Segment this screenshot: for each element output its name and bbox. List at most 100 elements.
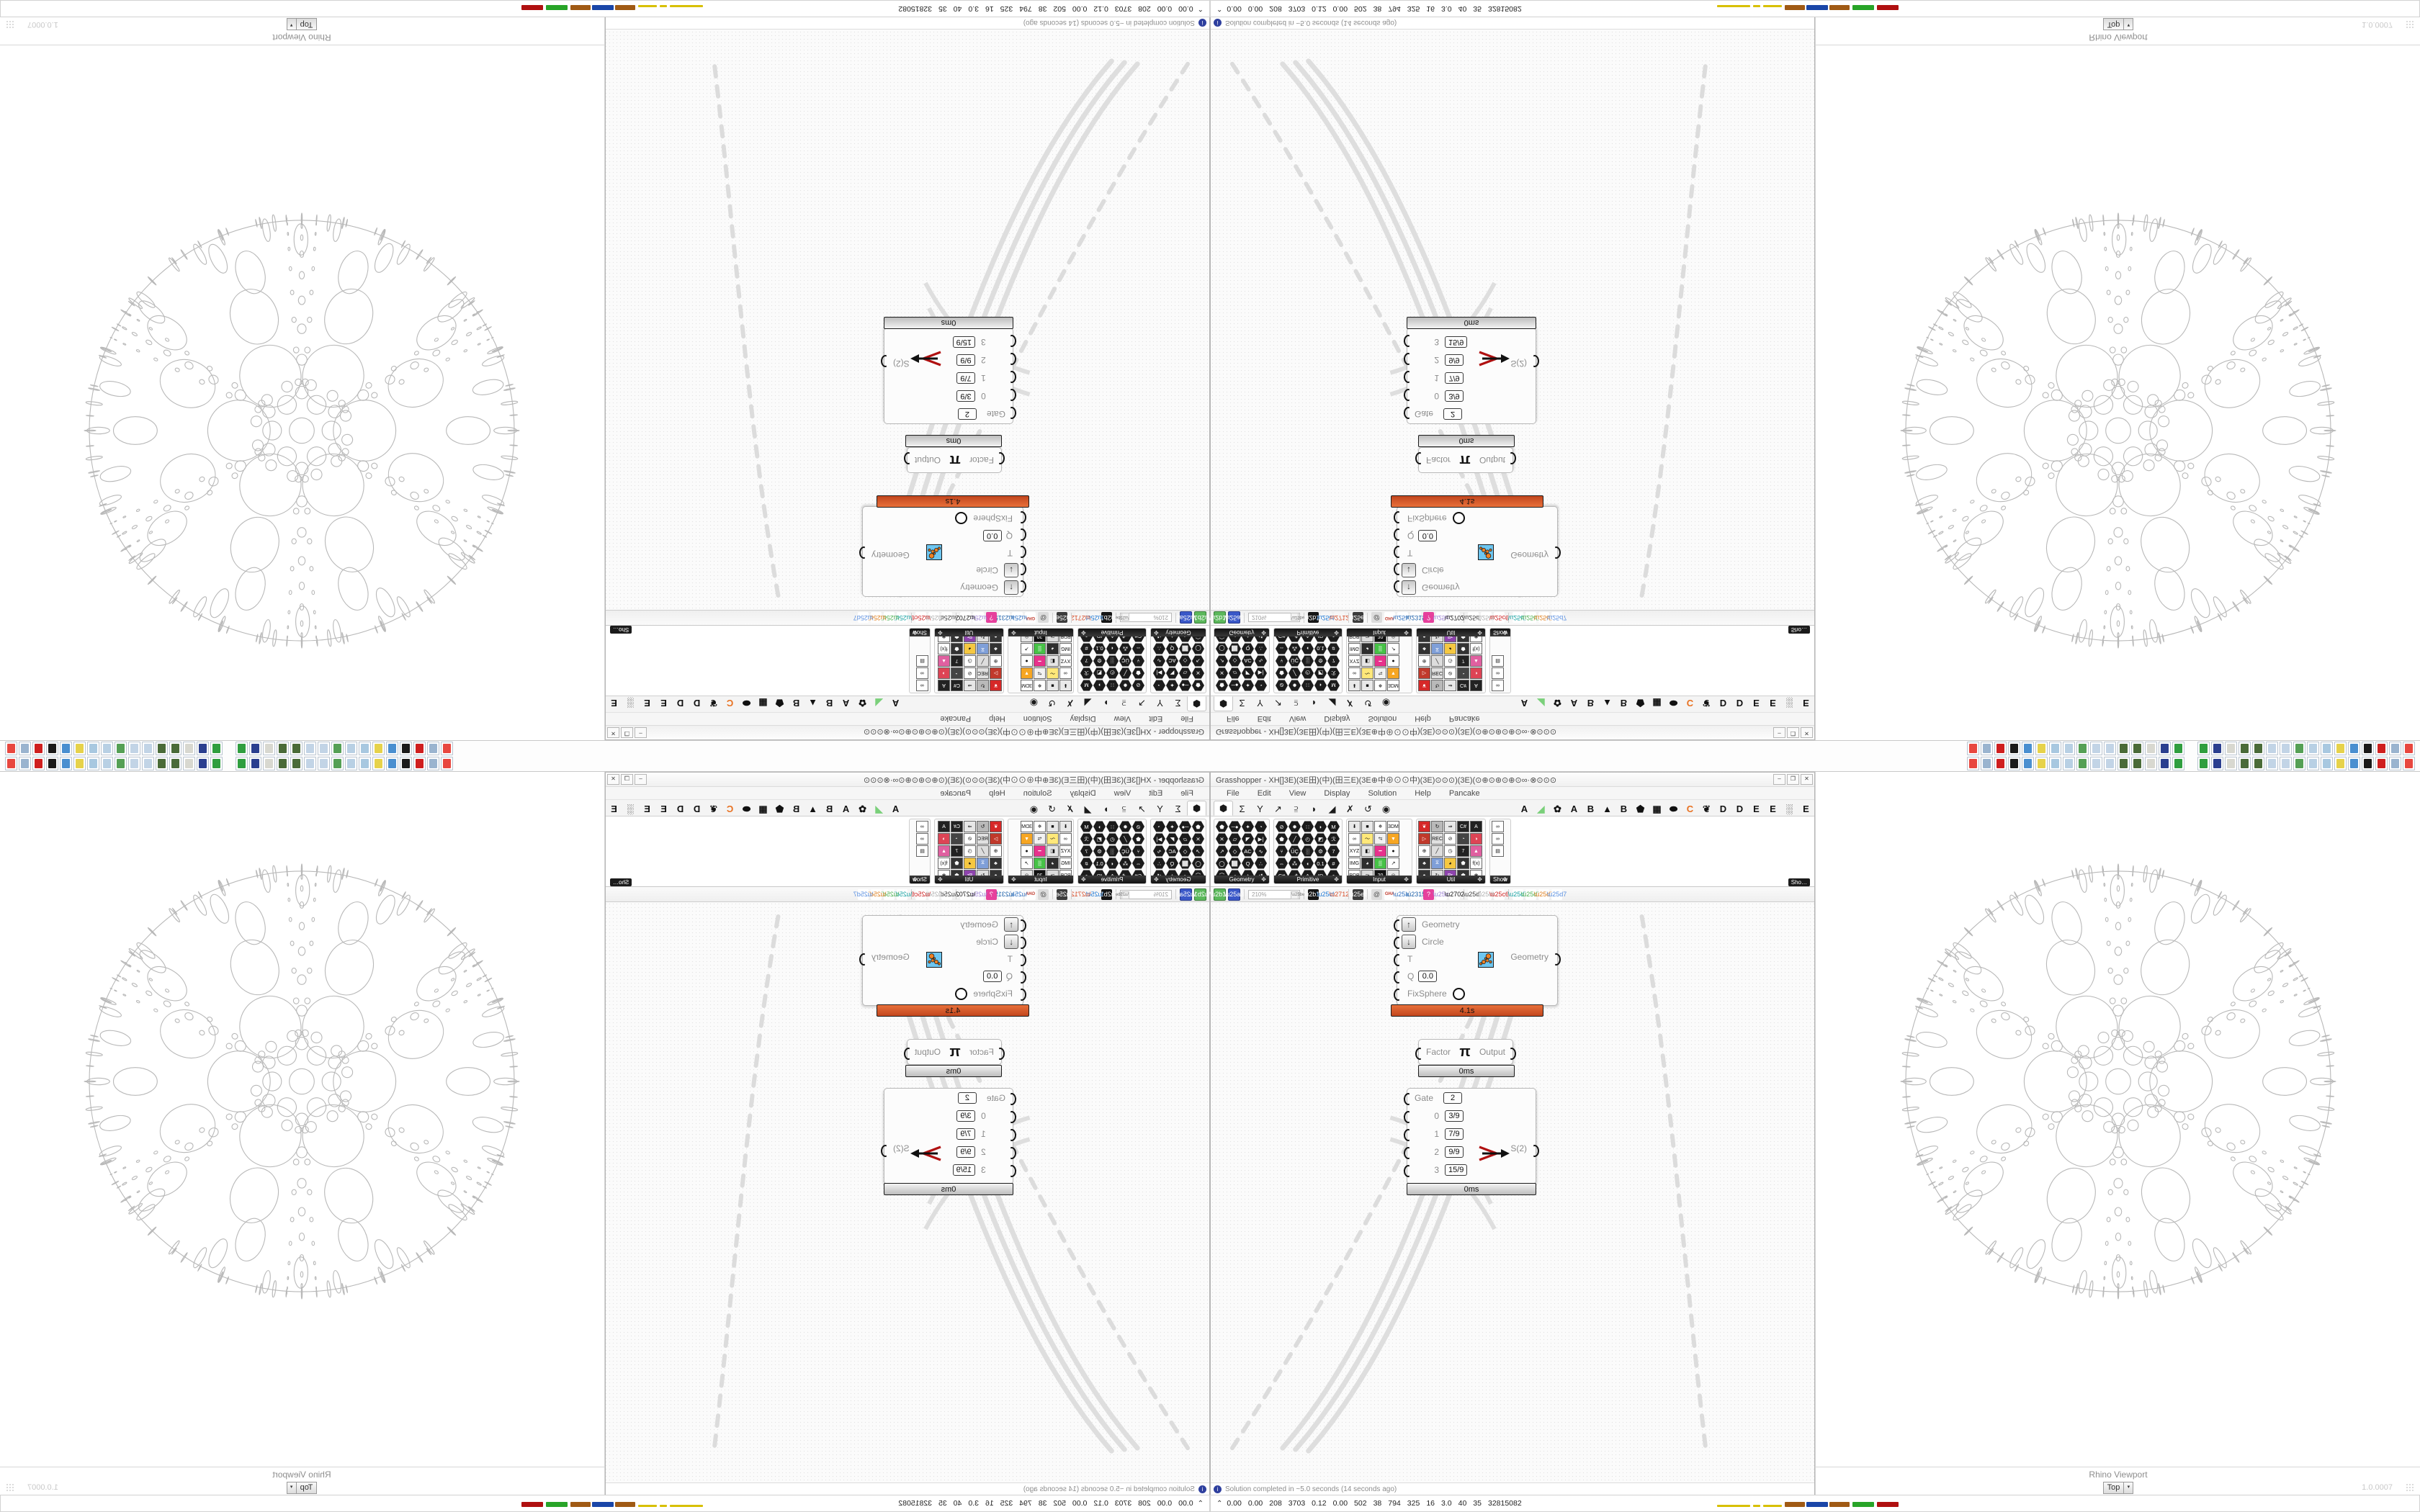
system-monitor-bar[interactable]: ⌃ 0.00 0.00 208 3703 0.12 0.00 502 38 794 325 16 3.… [0,1495,1210,1512]
ribbon-surface-tab[interactable]: ◗ [1103,698,1109,708]
zoom-dropdown-arrow[interactable]: \u25be [1116,613,1129,621]
app-icon-4[interactable] [2008,757,2020,770]
fixsphere-input-row[interactable]: FixSphere [1394,985,1557,1002]
component-icon-3-23[interactable]: ⬟ [951,636,963,642]
app-icon-5[interactable] [386,742,398,755]
component-icon-1-12[interactable]: ░ [1106,845,1119,857]
ribbon-extra-tab-7[interactable]: ⬟ [775,803,784,814]
zoom-dropdown-arrow[interactable]: \u25be [1291,613,1304,621]
ribbon-extra-tab-9[interactable]: ⬬ [742,698,751,709]
input-port[interactable] [1017,971,1026,984]
component-icon-2-2[interactable]: ✵ [1034,821,1046,832]
ribbon-extra-tab-1[interactable]: ◢ [1537,803,1545,814]
component-icon-4-0[interactable]: ∞ [916,680,928,691]
fixsphere-component[interactable]: ↑ Geometry ↓ Circle T Q 0.0 FixSphere Geometry [862,915,1023,1006]
ribbon-extra-tab-1[interactable]: ◢ [875,698,883,709]
component-icon-2-1[interactable]: ■ [1047,680,1059,691]
component-icon-0-14[interactable]: Q [1242,858,1254,869]
component-icon-2-10[interactable]: ━ [1374,655,1386,667]
component-icon-3-3[interactable]: C# [1457,821,1469,832]
group-icon-grid[interactable]: ⊘✹∷◗M⬟╱◴◩ℛ⑂ÜÇ░⚙7⇔⁂◖0.1#C#⎇AID●◢ [1078,636,1146,693]
component-icon-2-2[interactable]: ✵ [1374,821,1386,832]
app-icon-15[interactable] [197,742,209,755]
component-icon-2-11[interactable]: ● [1387,845,1399,857]
view-blue-icon[interactable]: \u25d7 [853,612,873,624]
component-icon-3-0[interactable]: ❦ [1418,821,1430,832]
group-pin-icon[interactable]: ✥ [1502,629,1507,636]
gate-value-row[interactable]: 0 3/9 [1407,387,1536,405]
component-icon-3-22[interactable]: Pr [1444,636,1456,642]
component-icon-1-24[interactable]: ● [1080,636,1093,642]
gate-row-field[interactable]: 9/9 [956,354,975,366]
ribbon-extra-tab-2[interactable]: ✿ [1554,803,1561,814]
widget-c-icon[interactable]: \u25c6 [1489,888,1509,900]
component-icon-0-12[interactable]: ◯ [1216,858,1228,869]
ribbon-maths-tab[interactable]: Σ [1175,698,1181,708]
group-icon-grid[interactable]: ⬟─●✦◔✕▱◤▶|↗◇AC∿◯⬜Q∴⌒◑△↺⌓❄U [1151,819,1206,876]
component-icon-3-19[interactable]: f(x) [1470,643,1482,654]
component-icon-3-6[interactable]: REC [977,667,989,679]
app-icon-4[interactable] [46,742,58,755]
component-icon-1-11[interactable]: ÜÇ [1119,655,1131,667]
component-icon-4-1[interactable]: ∞ [1492,667,1504,679]
component-icon-1-18[interactable]: 0.1 [1314,858,1327,869]
fixsphere-input-row[interactable]: ↑ Geometry [863,579,1023,596]
app-icon-10[interactable] [2090,757,2102,770]
component-icon-2-4[interactable]: ∞ [1348,833,1361,845]
component-icon-1-9[interactable]: ℛ [1327,667,1340,679]
rhino-viewport-stage[interactable] [0,45,604,740]
app-icon-1[interactable] [441,742,453,755]
ribbon-extra-tab-8[interactable]: ▦ [1652,803,1662,814]
app-icon-6[interactable] [372,757,385,770]
group-icon-grid[interactable]: ∞ ∞ ▤ [910,636,930,693]
zoom-level-input[interactable]: 210% \u25be [1116,889,1172,899]
component-icon-0-8[interactable]: ↗ [1216,845,1228,857]
gate-value-row[interactable]: 2 9/9 [1404,1143,1536,1161]
preview-eye-icon[interactable]: \u25c9 [1317,888,1336,900]
input-port[interactable] [1404,1111,1410,1123]
component-icon-1-15[interactable]: ⇔ [1132,643,1144,654]
component-icon-0-7[interactable]: ▶| [1153,667,1165,679]
component-icon-0-19[interactable]: ↺ [1255,636,1267,642]
input-port[interactable] [1007,1147,1016,1159]
input-port[interactable] [1404,335,1413,347]
fixsphere-input-row[interactable]: ↑ Geometry [1394,916,1557,933]
ribbon-extra-tab-10[interactable]: C [1686,804,1694,814]
ribbon-extra-tab-16[interactable]: ░ [1785,698,1793,708]
search-icon[interactable]: \u2315 [1406,612,1425,624]
ribbon-sets-tab[interactable]: Υ [1257,804,1263,814]
app-icon-2[interactable] [2389,742,2401,755]
ribbon-extra-tab-13[interactable]: D [676,698,684,708]
input-port[interactable] [1007,407,1016,419]
group-icon-grid[interactable]: ⬟─●✦◔✕▱◤▶|↗◇AC∿◯⬜Q∴⌒◑△↺⌓❄U [1214,636,1269,693]
resize-grip[interactable] [2406,20,2414,29]
ribbon-extra-tab-6[interactable]: B [792,804,800,814]
ribbon-params-tab[interactable]: ⬢ [1187,801,1206,816]
ribbon-extra-tab-10[interactable]: C [1686,698,1694,708]
gate-value-row[interactable]: 3 15/9 [884,333,1013,351]
app-icon-8[interactable] [2307,742,2319,755]
component-icon-2-7[interactable]: ▼ [1021,667,1033,679]
app-icon-8[interactable] [345,757,357,770]
input-port[interactable] [1404,1147,1410,1159]
ribbon-extra-tab-17[interactable]: E [611,804,617,814]
ribbon-extra-tab-5[interactable]: ▲ [1603,698,1612,708]
fixsphere-input-row[interactable]: ↑ Geometry [863,916,1023,933]
ribbon-mesh-tab[interactable]: ◢ [1084,803,1092,814]
ribbon-extra-tab-15[interactable]: E [1770,698,1776,708]
menu-bar[interactable]: File Edit View Display Solution Help Pancake [1211,712,1814,725]
component-icon-2-17[interactable]: ⤳ [1047,636,1059,642]
component-icon-0-9[interactable]: ◇ [1179,655,1191,667]
component-icon-1-4[interactable]: M [1080,821,1093,832]
component-icon-1-19[interactable]: # [1080,643,1093,654]
menu-item-file[interactable]: File [1180,788,1193,798]
output-port[interactable] [904,452,913,464]
component-icon-3-10[interactable]: ⊕ [990,845,1002,857]
input-port[interactable] [1017,989,1026,1001]
component-icon-2-9[interactable]: ◧ [1047,655,1059,667]
component-icon-4-2[interactable]: ▤ [1492,845,1504,857]
app-icon-9[interactable] [115,742,127,755]
menu-item-edit[interactable]: Edit [1257,714,1271,724]
component-icon-0-10[interactable]: AC [1242,845,1254,857]
app-icon-12[interactable] [2118,757,2130,770]
